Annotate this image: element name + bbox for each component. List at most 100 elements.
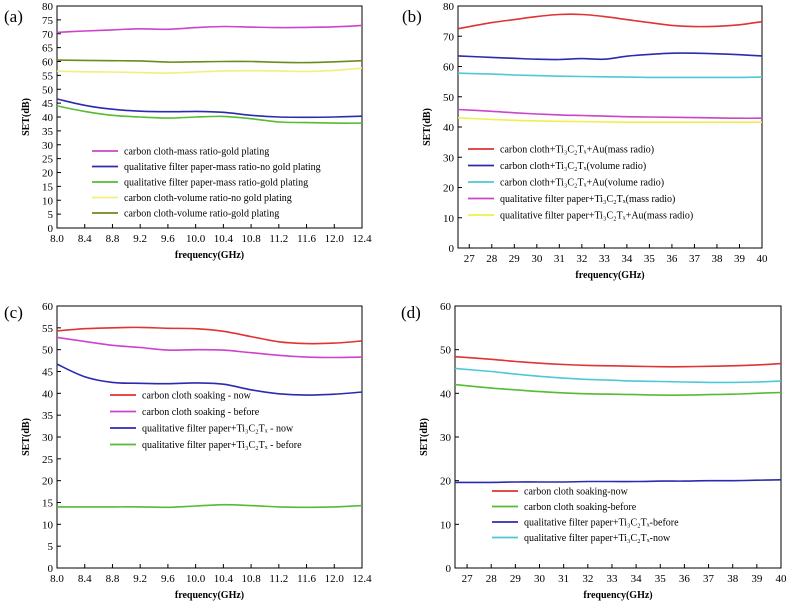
x-axis-title: frequency(GHz) bbox=[583, 590, 652, 601]
series-line-1 bbox=[56, 326, 363, 345]
x-tick-label: 39 bbox=[734, 253, 746, 265]
plot-frame bbox=[56, 305, 363, 569]
x-tick-label: 40 bbox=[757, 253, 769, 265]
panel-label: (d) bbox=[401, 303, 421, 322]
y-tick-label: 35 bbox=[42, 410, 54, 422]
legend-label: qualitative filter paper-mass ratio-gold… bbox=[124, 178, 308, 189]
x-tick-label: 10.4 bbox=[214, 573, 234, 585]
x-tick-label: 9.6 bbox=[161, 573, 175, 585]
y-tick-label: 45 bbox=[42, 98, 54, 110]
legend-label: carbon cloth soaking-now bbox=[524, 487, 629, 498]
panel-d: (d) 27 28 29 30 31 32 33 34 35 36 37 38 39 40 0 10 20 30 40… bbox=[401, 301, 787, 601]
legend-label: qualitative filter paper+Ti₃C₂Tₓ+Au(mass… bbox=[500, 211, 693, 222]
y-tick-label: 25 bbox=[42, 154, 54, 166]
y-tick-label: 40 bbox=[440, 388, 452, 400]
panel-label: (a) bbox=[4, 7, 23, 26]
x-tick-label: 11.6 bbox=[297, 573, 316, 585]
y-tick-label: 10 bbox=[443, 213, 455, 225]
series-line-2 bbox=[454, 383, 782, 396]
legend-label: carbon cloth soaking - before bbox=[142, 407, 260, 418]
x-tick-label: 30 bbox=[534, 573, 546, 585]
series-line-3 bbox=[454, 479, 782, 484]
y-tick-label: 20 bbox=[42, 168, 54, 180]
x-tick-label: 33 bbox=[599, 253, 611, 265]
series-line-1 bbox=[457, 13, 763, 30]
y-tick-label: 15 bbox=[42, 181, 54, 193]
series-line-3 bbox=[56, 105, 363, 124]
x-tick-label: 11.6 bbox=[297, 233, 316, 245]
panel-label: (c) bbox=[4, 303, 23, 322]
y-tick-label: 0 bbox=[449, 243, 455, 255]
y-tick-label: 50 bbox=[42, 84, 54, 96]
panel-b: (b) 27 28 29 30 31 32 33 34 35 36 37 38 39 40 0 10 20 30 40… bbox=[402, 1, 768, 281]
x-tick-label: 10.4 bbox=[214, 233, 234, 245]
y-tick-label: 50 bbox=[443, 92, 455, 104]
legend-label: qualitative filter paper+Ti₃C₂Tₓ-now bbox=[524, 533, 671, 544]
y-tick-label: 70 bbox=[42, 29, 54, 41]
x-tick-label: 10.0 bbox=[186, 233, 206, 245]
x-tick-label: 11.2 bbox=[269, 573, 288, 585]
legend-label: carbon cloth+Ti₃C₂Tₓ(volume radio) bbox=[500, 161, 646, 172]
x-tick-label: 8.8 bbox=[106, 573, 120, 585]
x-tick-label: 8.4 bbox=[78, 233, 92, 245]
x-tick-label: 36 bbox=[679, 573, 691, 585]
legend-label: carbon cloth+Ti₃C₂Tₓ+Au(volume radio) bbox=[500, 178, 664, 189]
x-axis-title: frequency(GHz) bbox=[575, 270, 644, 281]
x-tick-label: 29 bbox=[509, 253, 521, 265]
legend-label: carbon cloth soaking-before bbox=[524, 502, 637, 513]
x-tick-label: 12.0 bbox=[325, 573, 345, 585]
x-tick-label: 10.8 bbox=[241, 233, 261, 245]
y-tick-label: 30 bbox=[42, 432, 54, 444]
series-line-2 bbox=[56, 336, 363, 359]
y-tick-label: 5 bbox=[48, 209, 54, 221]
panel-label: (b) bbox=[402, 7, 422, 26]
y-tick-label: 0 bbox=[446, 563, 452, 575]
x-tick-label: 31 bbox=[554, 253, 565, 265]
x-tick-label: 12.0 bbox=[325, 233, 345, 245]
panel-a: (a) 8.0 8.4 8.8 9.2 9.6 10.0 10.4 10.8 11.2 11.6 12… bbox=[4, 1, 372, 261]
y-tick-label: 60 bbox=[440, 301, 452, 313]
x-tick-label: 32 bbox=[582, 573, 593, 585]
y-tick-label: 10 bbox=[42, 195, 54, 207]
y-tick-label: 75 bbox=[42, 15, 54, 27]
x-tick-label: 10.0 bbox=[186, 573, 206, 585]
y-axis-title: SET(dB) bbox=[422, 108, 433, 146]
series-line-3 bbox=[56, 363, 363, 396]
y-axis-title: SET(dB) bbox=[21, 98, 32, 136]
x-tick-label: 9.6 bbox=[161, 233, 175, 245]
y-tick-label: 60 bbox=[443, 62, 455, 74]
x-tick-label: 29 bbox=[510, 573, 522, 585]
y-tick-label: 70 bbox=[443, 31, 455, 43]
x-tick-label: 34 bbox=[621, 253, 633, 265]
y-tick-label: 80 bbox=[42, 1, 54, 13]
x-tick-label: 10.8 bbox=[241, 573, 261, 585]
series-line-3 bbox=[457, 72, 763, 79]
y-tick-label: 40 bbox=[42, 388, 54, 400]
x-tick-label: 28 bbox=[486, 573, 498, 585]
x-tick-label: 8.0 bbox=[50, 573, 64, 585]
x-tick-label: 36 bbox=[666, 253, 678, 265]
x-tick-label: 27 bbox=[464, 253, 476, 265]
y-tick-label: 30 bbox=[443, 152, 455, 164]
y-axis-title: SET(dB) bbox=[419, 418, 430, 456]
y-tick-label: 20 bbox=[443, 183, 455, 195]
y-tick-label: 15 bbox=[42, 498, 54, 510]
y-tick-label: 30 bbox=[42, 140, 54, 152]
x-tick-label: 38 bbox=[727, 573, 739, 585]
y-tick-label: 20 bbox=[440, 476, 452, 488]
legend-label: qualitative filter paper-mass ratio-no g… bbox=[124, 162, 321, 173]
series-line-4 bbox=[56, 503, 363, 509]
legend-label: qualitative filter paper+Ti₃C₂Tₓ(mass ra… bbox=[500, 194, 675, 205]
x-tick-label: 9.2 bbox=[133, 233, 147, 245]
series-line-1 bbox=[56, 24, 363, 34]
y-tick-label: 50 bbox=[440, 345, 452, 357]
series-line-4 bbox=[56, 67, 363, 75]
panel-c: (c) 8.0 8.4 8.8 9.2 9.6 10.0 10.4 10.8 11.2 11.6 12… bbox=[4, 301, 372, 601]
x-tick-label: 12.4 bbox=[352, 233, 372, 245]
y-tick-label: 20 bbox=[42, 476, 54, 488]
y-tick-label: 10 bbox=[42, 519, 54, 531]
x-tick-label: 37 bbox=[689, 253, 701, 265]
x-tick-label: 27 bbox=[462, 573, 474, 585]
x-tick-label: 40 bbox=[776, 573, 788, 585]
x-tick-label: 32 bbox=[576, 253, 587, 265]
